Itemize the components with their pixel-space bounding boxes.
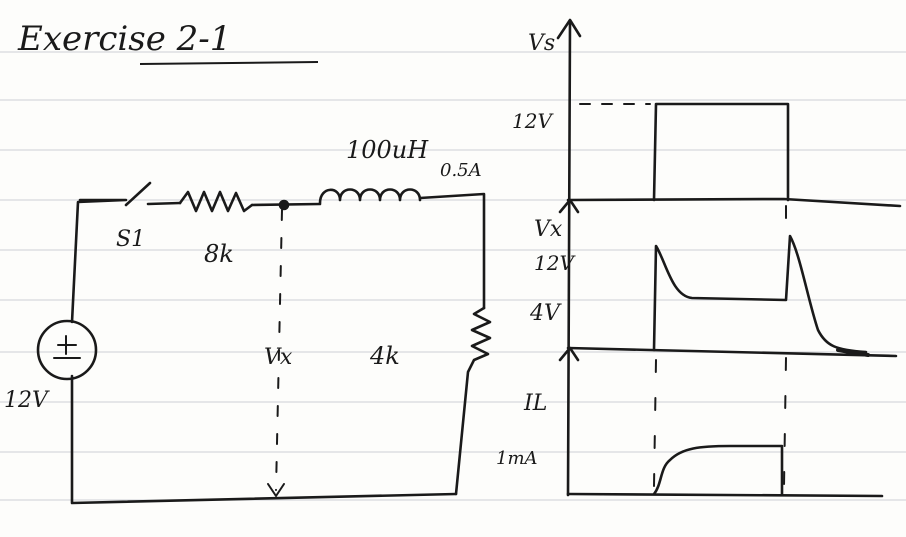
- vx-peak-label: 12V: [534, 251, 576, 275]
- vs-label: Vs: [528, 31, 555, 56]
- label-switch: S1: [116, 227, 145, 252]
- ruled-lines: [0, 51, 906, 501]
- label-current-rating: 0.5A: [440, 160, 482, 181]
- vx-tail-mark: [836, 348, 870, 357]
- resistor-4k: [454, 306, 492, 496]
- vs-axis: [566, 20, 572, 497]
- time-marker-off: [783, 205, 787, 487]
- node-dot: [278, 199, 290, 211]
- wire-bottom: [70, 374, 458, 505]
- time-marker-on: [653, 359, 657, 487]
- il-waveform: [652, 444, 784, 496]
- label-resistor-8k: 8k: [204, 240, 234, 268]
- resistor-8k: [178, 190, 254, 213]
- label-resistor-4k: 4k: [369, 342, 400, 370]
- vx-label: Vx: [534, 217, 563, 242]
- il-level-label: 1mA: [496, 448, 538, 469]
- il-label: IL: [523, 391, 547, 416]
- il-axis-arrow: [558, 346, 580, 362]
- wire-switch-resistor: [146, 201, 182, 206]
- label-vx-node: Vx: [264, 345, 293, 370]
- vs-level-label: 12V: [512, 109, 554, 133]
- vs-time-axis: [566, 197, 902, 208]
- wire-inductor-right: [418, 192, 486, 310]
- inductor-100uh: [318, 188, 422, 205]
- label-source: 12V: [4, 388, 50, 413]
- vx-steady-label: 4V: [529, 301, 562, 326]
- page-title: Exercise 2-1: [17, 19, 231, 59]
- vx-probe-arrow: [267, 483, 285, 497]
- vs-waveform: [652, 102, 790, 202]
- label-inductor: 100uH: [346, 136, 429, 164]
- voltage-source: [36, 319, 98, 381]
- vs-axis-arrow: [556, 18, 582, 40]
- vx-axis-arrow: [558, 198, 580, 214]
- wire-left-top: [70, 198, 128, 324]
- graphs: [556, 18, 902, 498]
- title-underline: [139, 61, 319, 65]
- vx-waveform: [652, 234, 868, 354]
- vx-probe-line: [275, 209, 283, 491]
- il-time-axis: [566, 492, 884, 498]
- circuit: [36, 181, 492, 505]
- switch-s1: [124, 181, 152, 207]
- vx-time-axis: [566, 346, 898, 358]
